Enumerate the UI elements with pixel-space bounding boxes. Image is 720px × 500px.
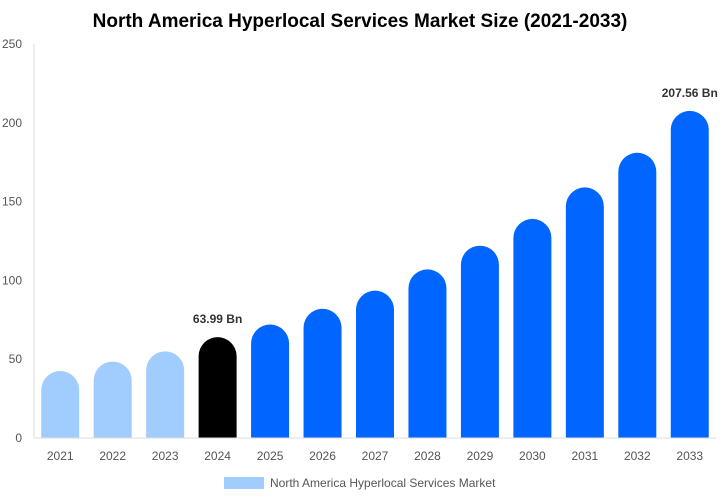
y-tick-label: 50 — [9, 352, 23, 366]
x-tick-label: 2032 — [624, 449, 651, 463]
y-tick-label: 0 — [15, 431, 22, 445]
bar-2032[interactable] — [618, 152, 657, 438]
bars — [41, 110, 709, 438]
bar-2033[interactable] — [670, 110, 709, 438]
bar-2022[interactable] — [93, 361, 132, 438]
x-tick-label: 2033 — [676, 449, 703, 463]
y-tick-label: 150 — [2, 195, 22, 209]
bar-2024[interactable] — [198, 337, 237, 438]
legend-label: North America Hyperlocal Services Market — [270, 476, 496, 490]
legend[interactable]: North America Hyperlocal Services Market — [224, 476, 496, 490]
x-tick-label: 2024 — [204, 449, 231, 463]
bar-2031[interactable] — [565, 187, 604, 438]
bar-2021[interactable] — [41, 371, 80, 438]
chart-title: North America Hyperlocal Services Market… — [93, 11, 628, 32]
x-tick-label: 2029 — [467, 449, 494, 463]
y-axis: 0 50 100 150 200 250 — [2, 37, 35, 445]
x-tick-label: 2031 — [571, 449, 598, 463]
x-tick-label: 2027 — [362, 449, 389, 463]
x-tick-label: 2028 — [414, 449, 441, 463]
x-tick-label: 2022 — [99, 449, 126, 463]
data-label: 63.99 Bn — [193, 312, 242, 326]
y-tick-label: 250 — [2, 37, 22, 51]
x-tick-label: 2025 — [257, 449, 284, 463]
data-label: 207.56 Bn — [662, 86, 718, 100]
x-tick-label: 2021 — [47, 449, 74, 463]
x-tick-label: 2026 — [309, 449, 336, 463]
bar-2027[interactable] — [356, 290, 394, 438]
legend-swatch — [224, 477, 264, 489]
y-tick-label: 100 — [2, 273, 22, 287]
bar-2023[interactable] — [146, 351, 185, 438]
x-axis: 2021 2022 2023 2024 2025 2026 2027 2028 2029 2030… — [34, 437, 716, 463]
bar-2026[interactable] — [303, 308, 342, 438]
x-tick-label: 2030 — [519, 449, 546, 463]
bar-2030[interactable] — [513, 218, 552, 438]
bar-2029[interactable] — [460, 245, 499, 438]
data-labels: 63.99 Bn 207.56 Bn — [193, 86, 718, 326]
x-tick-label: 2023 — [152, 449, 179, 463]
y-tick-label: 200 — [2, 116, 22, 130]
bar-2025[interactable] — [251, 324, 290, 438]
bar-2028[interactable] — [408, 269, 447, 438]
